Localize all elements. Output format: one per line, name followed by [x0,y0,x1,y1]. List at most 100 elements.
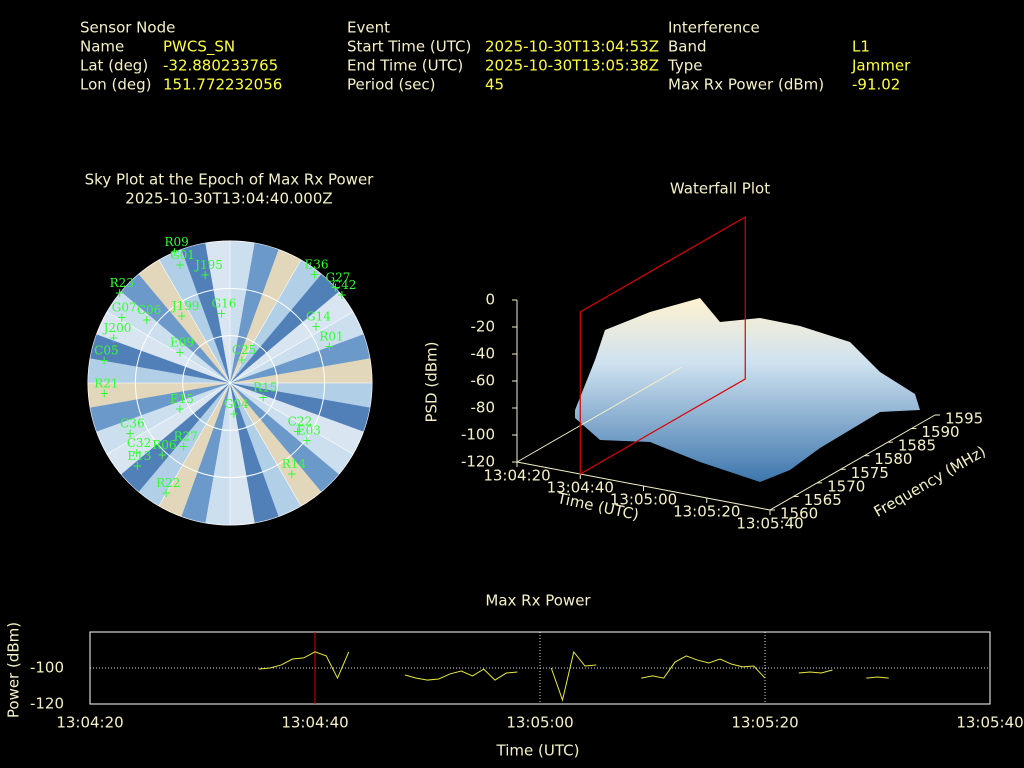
field-label: Lat (deg) [80,57,148,75]
satellite-label: C22 [288,415,312,429]
sky-sector [88,358,230,383]
field-label: Period (sec) [347,76,436,94]
chart-title: Max Rx Power [485,592,591,610]
satellite-label: C25 [232,343,256,357]
sky-sector [230,383,279,523]
sky-sector [230,249,301,383]
azimuth-spoke [106,382,231,455]
satellite-label: G27 [326,270,351,284]
satellite-marker: + [200,268,210,282]
sky-sector [230,241,255,383]
z-tick-label: -40 [471,345,496,363]
y-tick-label: 1580 [874,450,912,468]
sky-sector [230,274,339,383]
satellite-label: C42 [332,278,356,292]
field-value: 45 [485,76,504,94]
section-title: Event [347,19,390,37]
x-tick-label: 13:04:40 [281,714,348,732]
sky-sector [230,383,301,517]
z-tick-label: -100 [461,426,495,444]
satellite-marker: + [337,288,347,302]
satellite-marker: + [330,280,340,294]
x-tick-label: 13:04:20 [56,714,123,732]
satellite-marker: + [109,331,119,345]
sky-sector [181,243,230,383]
x-tick-label: 13:04:20 [483,467,550,485]
satellite-marker: + [117,310,127,324]
epoch-plane [579,215,746,476]
field-label: Start Time (UTC) [347,38,471,56]
power-line [258,650,889,702]
field-value: -32.880233765 [163,57,278,75]
sky-sector [230,383,364,454]
satellite-marker: + [99,387,109,401]
sky-sector [230,383,255,525]
satellite-marker: + [132,459,142,473]
section-title: Sensor Node [80,19,175,37]
x-tick-label: 13:04:40 [547,479,614,497]
satellite-marker: + [237,353,247,367]
azimuth-spoke [106,311,231,384]
y-tick-label: 1590 [921,423,959,441]
sky-sector [205,383,230,525]
satellite-marker: + [311,320,321,334]
sky-sector [230,260,322,383]
satellite-label: G07 [112,300,137,314]
surface [575,298,920,482]
sky-sector [230,383,322,506]
chart-title: Sky Plot at the Epoch of Max Rx Power [85,171,375,189]
chart-subtitle: 2025-10-30T13:04:40.000Z [125,190,332,208]
satellite-marker: + [99,353,109,367]
satellite-marker: + [169,245,179,259]
satellite-label: E03 [297,423,321,437]
satellite-label: G04 [224,397,249,411]
azimuth-spoke [229,311,354,384]
satellite-label: G01 [170,248,195,262]
satellite-label: E09 [170,335,194,349]
satellite-label: J199 [170,299,200,313]
satellite-marker: + [125,426,135,440]
field-label: Max Rx Power (dBm) [668,76,824,94]
satellite-marker: + [179,439,189,453]
sky-sector [107,291,230,383]
satellite-label: R01 [319,329,343,343]
sky-sector [121,274,230,383]
x-tick-label: 13:05:00 [506,714,573,732]
satellite-label: R21 [94,377,118,391]
sky-sector [121,383,230,492]
field-label: Type [667,57,702,75]
sky-sector [230,383,372,408]
satellite-marker: + [324,339,334,353]
y-axis-label: Power (dBm) [5,622,23,718]
y-tick-label: 1560 [780,505,818,523]
satellite-label: C32 [127,436,151,450]
x-tick-label: 13:05:40 [956,714,1023,732]
sky-sector [230,383,353,475]
z-tick-label: -20 [471,318,496,336]
z-tick-label: -120 [461,453,495,471]
z-tick-label: 0 [485,291,495,309]
satellite-marker: + [175,402,185,416]
field-label: Band [668,38,707,56]
satellite-label: R23 [110,276,134,290]
sky-sector [88,383,230,408]
y-tick-label: -100 [30,659,64,677]
satellite-marker: + [229,407,239,421]
satellite-label: C36 [120,416,144,430]
y-tick-label: 1570 [827,477,865,495]
sky-sector [90,334,230,383]
satellite-marker: + [258,390,268,404]
sky-sector [96,312,230,383]
satellite-label: R06 [152,438,176,452]
x-tick-label: 13:05:20 [731,714,798,732]
satellite-marker: + [115,286,125,300]
sky-sector [230,291,353,383]
satellite-marker: + [293,425,303,439]
satellite-label: C06 [137,303,161,317]
sky-sector [230,334,370,383]
satellite-label: G16 [212,297,237,311]
sky-sector [205,241,230,383]
satellite-label: J200 [102,321,132,335]
field-value: 151.772232056 [163,76,282,94]
